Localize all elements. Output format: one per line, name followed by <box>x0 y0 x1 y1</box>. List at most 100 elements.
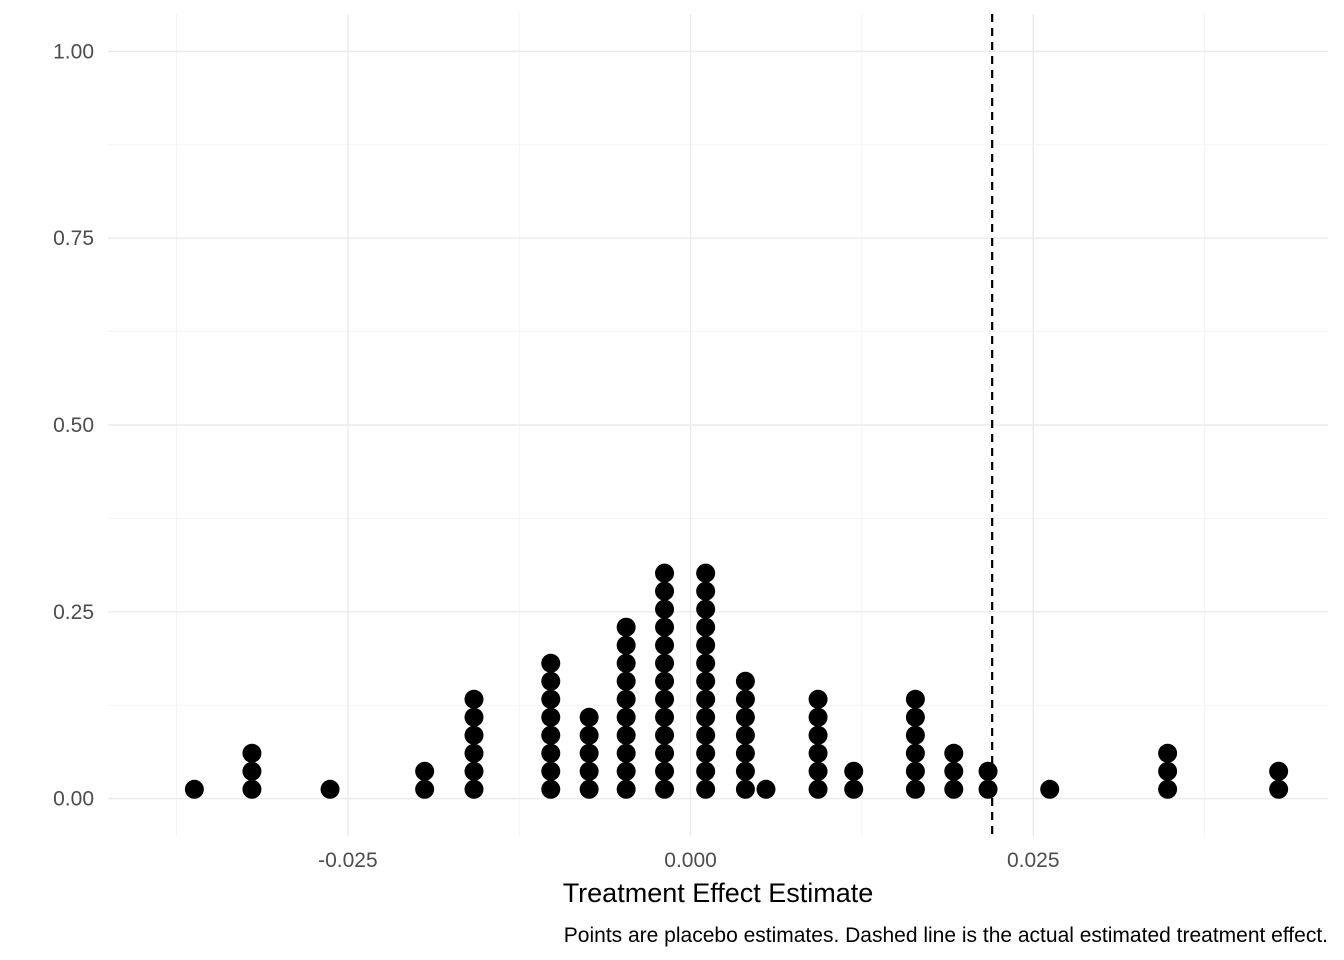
placebo-dot <box>735 761 755 781</box>
placebo-dot <box>655 671 675 691</box>
y-tick-label: 0.00 <box>53 788 94 811</box>
placebo-dot <box>616 779 636 799</box>
x-tick-label: -0.025 <box>318 849 378 872</box>
placebo-dot <box>808 725 828 745</box>
placebo-dot <box>242 761 262 781</box>
placebo-dot <box>696 617 716 637</box>
placebo-dot <box>541 761 561 781</box>
placebo-dot <box>242 779 262 799</box>
placebo-dot <box>808 761 828 781</box>
placebo-dot <box>808 779 828 799</box>
placebo-dot <box>735 671 755 691</box>
placebo-dot <box>579 761 599 781</box>
placebo-dot <box>242 743 262 763</box>
placebo-dot <box>464 779 484 799</box>
placebo-dot <box>579 779 599 799</box>
placebo-dot <box>696 653 716 673</box>
placebo-dot <box>655 707 675 727</box>
placebo-dot <box>655 743 675 763</box>
placebo-dot <box>735 743 755 763</box>
placebo-dot <box>184 779 204 799</box>
placebo-dot <box>944 779 964 799</box>
placebo-dot <box>655 689 675 709</box>
placebo-dot <box>415 779 435 799</box>
placebo-dot <box>1269 761 1289 781</box>
placebo-dot <box>735 707 755 727</box>
placebo-dot <box>655 653 675 673</box>
placebo-dot <box>579 707 599 727</box>
placebo-dot <box>905 725 925 745</box>
placebo-dot <box>696 581 716 601</box>
placebo-dot <box>696 761 716 781</box>
placebo-dot <box>616 617 636 637</box>
placebo-dot <box>579 725 599 745</box>
placebo-dot <box>541 671 561 691</box>
y-tick-label: 1.00 <box>53 40 94 63</box>
y-tick-label: 0.50 <box>53 414 94 437</box>
placebo-dot <box>616 635 636 655</box>
placebo-dot <box>944 743 964 763</box>
placebo-dot <box>1269 779 1289 799</box>
placebo-dot <box>655 599 675 619</box>
placebo-dot <box>655 761 675 781</box>
placebo-dot <box>1158 761 1178 781</box>
placebo-dot <box>756 779 776 799</box>
placebo-dot <box>696 689 716 709</box>
placebo-dot <box>616 689 636 709</box>
placebo-dot <box>541 689 561 709</box>
placebo-dot <box>844 761 864 781</box>
placebo-dot <box>616 743 636 763</box>
y-tick-label: 0.25 <box>53 601 94 624</box>
placebo-dot <box>808 707 828 727</box>
placebo-dot <box>579 743 599 763</box>
grid <box>108 14 1328 836</box>
placebo-dots <box>184 563 1289 799</box>
x-axis-title: Treatment Effect Estimate <box>563 878 874 908</box>
placebo-dot <box>905 761 925 781</box>
placebo-dot <box>541 707 561 727</box>
placebo-dot <box>655 581 675 601</box>
placebo-dot <box>696 743 716 763</box>
placebo-dot <box>415 761 435 781</box>
placebo-dot <box>464 761 484 781</box>
placebo-dot <box>655 617 675 637</box>
placebo-dot <box>655 725 675 745</box>
placebo-dot <box>541 653 561 673</box>
placebo-dot <box>696 599 716 619</box>
placebo-dot <box>616 707 636 727</box>
placebo-dot <box>464 743 484 763</box>
placebo-dot <box>541 725 561 745</box>
y-tick-label: 0.75 <box>53 227 94 250</box>
placebo-dot <box>541 743 561 763</box>
x-tick-label: 0.000 <box>664 849 717 872</box>
placebo-dot <box>1158 743 1178 763</box>
x-tick-label: 0.025 <box>1007 849 1060 872</box>
placebo-dot <box>541 779 561 799</box>
placebo-dot <box>464 707 484 727</box>
placebo-dot <box>320 779 340 799</box>
placebo-dot <box>616 761 636 781</box>
placebo-dot <box>696 563 716 583</box>
y-axis-ticks: 0.00 0.25 0.50 0.75 1.00 <box>53 40 94 810</box>
placebo-dot <box>978 761 998 781</box>
placebo-dot <box>655 563 675 583</box>
placebo-dot <box>464 689 484 709</box>
placebo-dot <box>696 725 716 745</box>
placebo-dot <box>905 743 925 763</box>
placebo-dot <box>905 779 925 799</box>
placebo-dot <box>844 779 864 799</box>
placebo-dot <box>905 689 925 709</box>
placebo-dot <box>696 779 716 799</box>
placebo-dot <box>696 707 716 727</box>
chart-caption: Points are placebo estimates. Dashed lin… <box>564 924 1328 947</box>
placebo-dot <box>616 725 636 745</box>
placebo-dot <box>735 689 755 709</box>
placebo-dot <box>464 725 484 745</box>
placebo-dot <box>616 671 636 691</box>
placebo-dot <box>944 761 964 781</box>
placebo-dot <box>905 707 925 727</box>
placebo-dot <box>696 635 716 655</box>
placebo-dot <box>616 653 636 673</box>
placebo-dot <box>655 779 675 799</box>
